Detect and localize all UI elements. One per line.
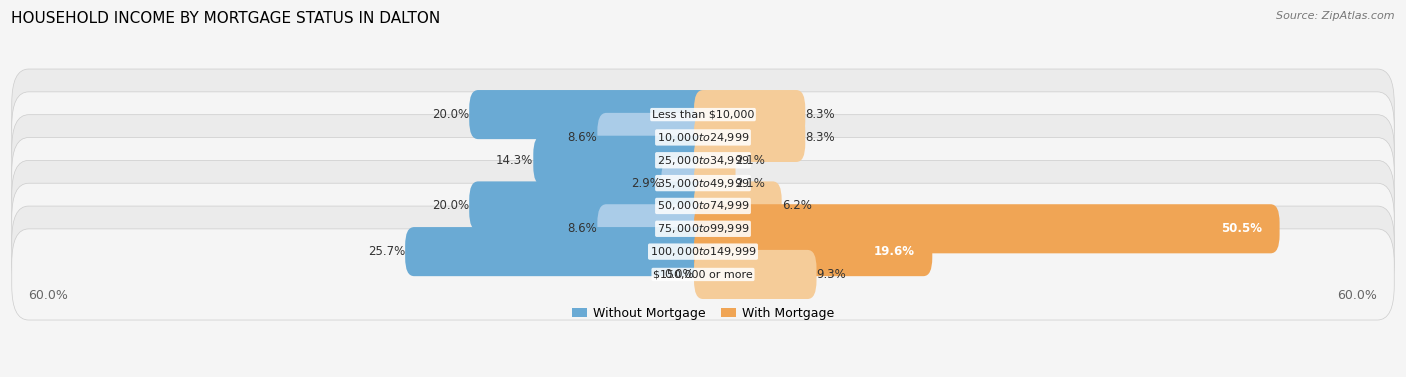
FancyBboxPatch shape [405, 227, 711, 276]
FancyBboxPatch shape [598, 113, 711, 162]
Text: 8.6%: 8.6% [568, 131, 598, 144]
FancyBboxPatch shape [695, 204, 1279, 253]
Text: 8.3%: 8.3% [806, 131, 835, 144]
FancyBboxPatch shape [695, 250, 817, 299]
FancyBboxPatch shape [470, 90, 711, 139]
FancyBboxPatch shape [11, 115, 1395, 206]
FancyBboxPatch shape [11, 69, 1395, 160]
FancyBboxPatch shape [598, 204, 711, 253]
FancyBboxPatch shape [11, 92, 1395, 183]
Text: 8.3%: 8.3% [806, 108, 835, 121]
Text: $75,000 to $99,999: $75,000 to $99,999 [657, 222, 749, 235]
FancyBboxPatch shape [661, 159, 711, 208]
Text: $150,000 or more: $150,000 or more [654, 270, 752, 279]
Text: 8.6%: 8.6% [568, 222, 598, 235]
Text: Less than $10,000: Less than $10,000 [652, 110, 754, 120]
FancyBboxPatch shape [695, 113, 806, 162]
Text: 2.1%: 2.1% [735, 176, 765, 190]
Text: 60.0%: 60.0% [1337, 289, 1378, 302]
FancyBboxPatch shape [11, 229, 1395, 320]
Text: $100,000 to $149,999: $100,000 to $149,999 [650, 245, 756, 258]
FancyBboxPatch shape [11, 206, 1395, 297]
Text: 20.0%: 20.0% [432, 199, 470, 213]
Text: $35,000 to $49,999: $35,000 to $49,999 [657, 176, 749, 190]
FancyBboxPatch shape [695, 181, 782, 230]
FancyBboxPatch shape [470, 181, 711, 230]
Text: 9.3%: 9.3% [817, 268, 846, 281]
Text: 6.2%: 6.2% [782, 199, 811, 213]
FancyBboxPatch shape [11, 183, 1395, 274]
FancyBboxPatch shape [695, 227, 932, 276]
Text: 60.0%: 60.0% [28, 289, 69, 302]
Text: $10,000 to $24,999: $10,000 to $24,999 [657, 131, 749, 144]
Text: HOUSEHOLD INCOME BY MORTGAGE STATUS IN DALTON: HOUSEHOLD INCOME BY MORTGAGE STATUS IN D… [11, 11, 440, 26]
Text: 19.6%: 19.6% [873, 245, 914, 258]
Text: 50.5%: 50.5% [1220, 222, 1261, 235]
FancyBboxPatch shape [11, 160, 1395, 251]
Legend: Without Mortgage, With Mortgage: Without Mortgage, With Mortgage [567, 302, 839, 325]
FancyBboxPatch shape [11, 138, 1395, 229]
Text: 2.9%: 2.9% [631, 176, 661, 190]
Text: 14.3%: 14.3% [496, 154, 533, 167]
Text: 20.0%: 20.0% [432, 108, 470, 121]
Text: $50,000 to $74,999: $50,000 to $74,999 [657, 199, 749, 213]
Text: Source: ZipAtlas.com: Source: ZipAtlas.com [1277, 11, 1395, 21]
Text: 0.0%: 0.0% [665, 268, 695, 281]
Text: $25,000 to $34,999: $25,000 to $34,999 [657, 154, 749, 167]
Text: 25.7%: 25.7% [368, 245, 405, 258]
FancyBboxPatch shape [695, 90, 806, 139]
FancyBboxPatch shape [695, 159, 735, 208]
Text: 2.1%: 2.1% [735, 154, 765, 167]
FancyBboxPatch shape [533, 136, 711, 185]
FancyBboxPatch shape [695, 136, 735, 185]
